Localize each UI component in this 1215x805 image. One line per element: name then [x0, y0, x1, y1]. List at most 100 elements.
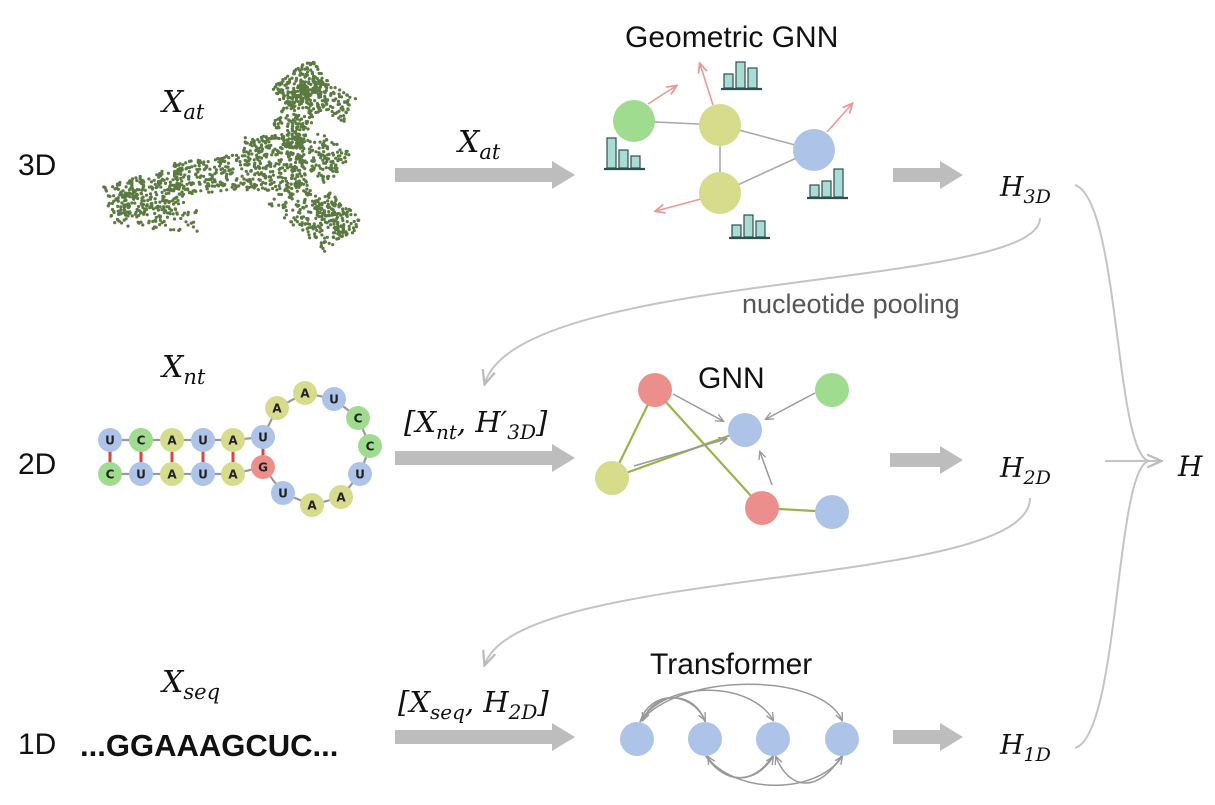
token-node [825, 722, 859, 756]
nucleotide-a [329, 485, 353, 509]
nucleotide-letter: C [366, 440, 375, 454]
nucleotide-letter: A [272, 402, 282, 416]
level-label-1d: 1D [18, 728, 56, 761]
input-2d-label: [Xnt, H′3D] [404, 405, 548, 444]
level-label-3d: 3D [18, 149, 56, 182]
x-at-arrow-label: Xat [456, 125, 501, 164]
nucleotide-letter: A [228, 434, 238, 448]
nucleotide-letter: A [307, 499, 317, 513]
merge-curves [1074, 184, 1160, 749]
merge-curve-3d [1074, 184, 1151, 462]
arrow-1d-input-head [552, 723, 575, 751]
nucleotide-letter: U [355, 468, 365, 482]
vector-arrow [700, 64, 714, 106]
message-arrow [760, 452, 773, 486]
pooling-curve-3d-to-2d [485, 217, 1041, 383]
x-nt-label: Xnt [160, 350, 206, 389]
gnn2d-node-u [815, 495, 849, 529]
nucleotide-letter: U [278, 487, 288, 501]
nucleotide-letter: U [136, 468, 146, 482]
nucleotide-letter: A [228, 468, 238, 482]
gnn2d-node-u [728, 413, 762, 447]
gnn3d-node-a [699, 172, 741, 214]
pooling-curve-2d-to-1d [485, 497, 1031, 664]
flow-arrows [395, 161, 963, 751]
gnn3d-node-u [793, 129, 835, 171]
geometric-gnn-title: Geometric GNN [625, 21, 838, 54]
h-1d-label: H1D [999, 730, 1051, 766]
nucleotide-u [191, 428, 215, 452]
nucleotide-letter: C [137, 434, 146, 448]
arrow-2d-input-head [552, 444, 575, 472]
token-node [756, 722, 790, 756]
nucleotide-letter: U [198, 434, 208, 448]
nucleotide-u [251, 425, 275, 449]
nucleotide-letter: U [198, 468, 208, 482]
nucleotide-letter: C [354, 412, 363, 426]
x-seq-label: Xseq [160, 665, 220, 704]
vector-arrow [826, 104, 852, 133]
nucleotide-u [129, 462, 153, 486]
transformer-title: Transformer [650, 648, 812, 681]
nucleotide-letter: A [336, 491, 346, 505]
nucleotide-a [265, 396, 289, 420]
nucleotide-letter: A [167, 468, 177, 482]
nucleotide-letter: C [106, 468, 115, 482]
histogram-icon [604, 137, 645, 171]
gnn3d-node-a [699, 104, 741, 146]
histogram-icon [721, 61, 762, 91]
nucleotide-a [221, 462, 245, 486]
nucleotide-c [129, 428, 153, 452]
nucleotide-u [271, 481, 295, 505]
arrow-3d-output-head [940, 161, 963, 189]
gnn-2d-graph [595, 373, 849, 529]
h-2d-label: H2D [999, 453, 1051, 489]
attention-arcs [639, 683, 842, 786]
nucleotide-u [191, 462, 215, 486]
gnn2d-node-g [638, 373, 672, 407]
nucleotide-u [348, 462, 372, 486]
arrow-3d-input-head [552, 161, 575, 189]
level-label-2d: 2D [18, 448, 56, 481]
gnn2d-node-g [745, 491, 779, 525]
atom-point-cloud [102, 60, 361, 253]
gnn3d-node-c [613, 100, 655, 142]
merge-curve-1d [1074, 460, 1151, 749]
nucleotide-a [160, 462, 184, 486]
nucleotide-c [358, 434, 382, 458]
nucleotide-c [346, 406, 370, 430]
nucleotide-c [98, 462, 122, 486]
message-arrow [633, 439, 726, 467]
gnn2d-edge [654, 389, 763, 509]
message-arrow [766, 392, 816, 419]
token-node [620, 722, 654, 756]
nucleotide-pooling-label: nucleotide pooling [742, 289, 960, 319]
token-node [688, 722, 722, 756]
nucleotide-letter: A [300, 387, 310, 401]
message-arrow [672, 393, 723, 421]
vector-arrow [647, 86, 676, 105]
feature-histograms [604, 61, 848, 240]
vector-arrow [656, 198, 702, 211]
input-1d-label: [Xseq, H2D] [398, 685, 549, 724]
geometric-gnn-graph [604, 61, 852, 240]
nucleotide-a [160, 428, 184, 452]
transformer-graph [620, 683, 859, 786]
nucleotide-letter: U [105, 434, 115, 448]
h-final-label: H [1177, 450, 1203, 483]
nucleotide-a [300, 493, 324, 517]
nucleotide-u [98, 428, 122, 452]
nucleotide-a [221, 428, 245, 452]
histogram-icon [729, 214, 770, 240]
arrow-2d-output-head [940, 446, 963, 474]
x-at-label: Xat [160, 85, 205, 124]
histogram-icon [807, 168, 848, 200]
nucleotide-letter: G [258, 461, 268, 475]
gnn2d-node-a [595, 461, 629, 495]
nucleotide-letter: A [167, 434, 177, 448]
nucleotide-a [293, 381, 317, 405]
